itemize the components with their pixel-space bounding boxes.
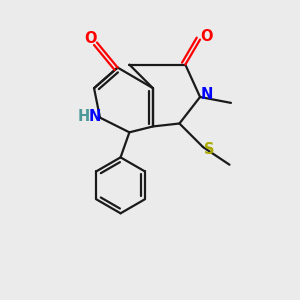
Text: N: N xyxy=(200,87,213,102)
Text: H: H xyxy=(78,109,90,124)
Text: O: O xyxy=(200,28,213,44)
Text: S: S xyxy=(204,142,215,158)
Text: N: N xyxy=(88,109,101,124)
Text: O: O xyxy=(84,32,97,46)
